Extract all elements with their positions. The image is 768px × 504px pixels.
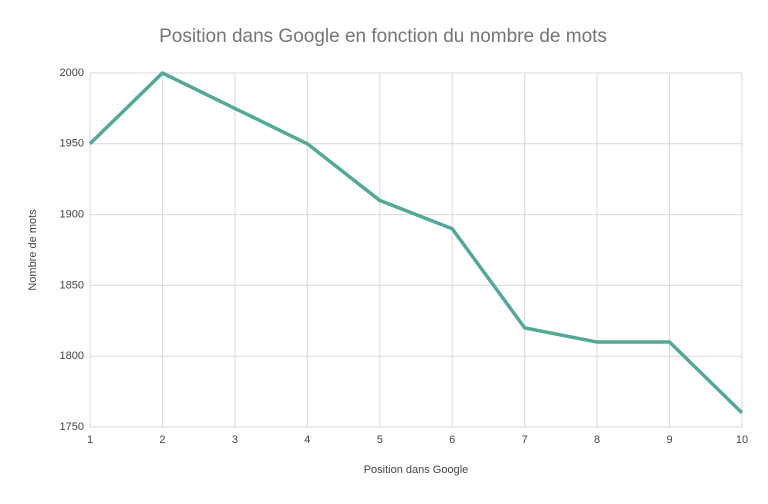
y-tick-label: 1950 xyxy=(60,138,84,150)
x-tick-label: 9 xyxy=(666,434,672,446)
y-tick-label: 1750 xyxy=(60,421,84,433)
chart-title: Position dans Google en fonction du nomb… xyxy=(159,26,607,47)
x-tick-label: 5 xyxy=(377,434,383,446)
x-tick-label: 8 xyxy=(594,434,600,446)
x-tick-label: 3 xyxy=(232,434,238,446)
x-tick-label: 6 xyxy=(449,434,455,446)
x-tick-label: 1 xyxy=(87,434,93,446)
y-axis-label: Nombre de mots xyxy=(27,209,39,291)
x-tick-label: 7 xyxy=(522,434,528,446)
x-tick-label: 4 xyxy=(304,434,310,446)
y-tick-label: 1850 xyxy=(60,279,84,291)
y-tick-label: 1900 xyxy=(60,209,84,221)
y-tick-label: 1800 xyxy=(60,350,84,362)
x-tick-label: 10 xyxy=(736,434,748,446)
y-tick-label: 2000 xyxy=(60,67,84,79)
data-line xyxy=(88,71,744,415)
x-tick-label: 2 xyxy=(159,434,165,446)
x-axis-label: Position dans Google xyxy=(364,464,469,476)
